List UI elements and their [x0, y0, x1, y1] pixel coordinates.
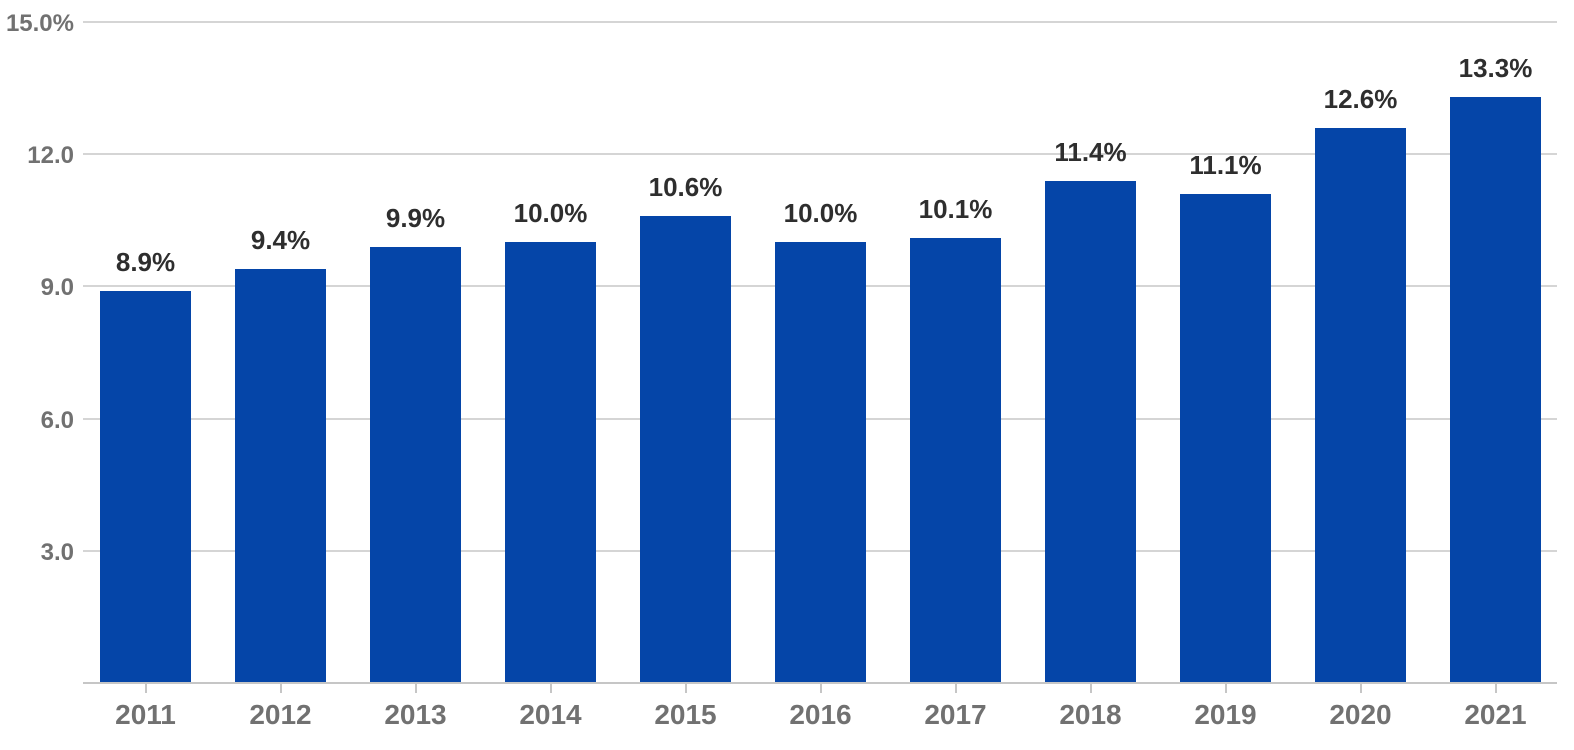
bar-value-label: 8.9%: [115, 247, 176, 277]
x-axis-tick: [1359, 684, 1362, 693]
x-axis-tick: [1089, 684, 1092, 693]
bar: [1450, 97, 1541, 683]
bar: [775, 242, 866, 683]
x-axis-tick: [414, 684, 417, 693]
bar: [910, 238, 1001, 683]
bar: [505, 242, 596, 683]
x-axis-label: 2020: [1329, 699, 1392, 730]
x-axis-tick: [144, 684, 147, 693]
x-axis-label: 2013: [384, 699, 447, 730]
bar: [1315, 128, 1406, 683]
bar: [640, 216, 731, 683]
x-axis-tick: [1224, 684, 1227, 693]
bar-value-label: 10.0%: [783, 198, 858, 228]
bar: [1180, 194, 1271, 683]
bar-value-label: 10.6%: [648, 172, 723, 202]
x-axis-label: 2011: [115, 699, 176, 730]
x-axis-label: 2018: [1059, 699, 1122, 730]
bar-value-label: 10.0%: [513, 198, 588, 228]
x-axis-tick: [549, 684, 552, 693]
x-axis-label: 2017: [924, 699, 987, 730]
bar: [235, 269, 326, 683]
bar-value-label: 9.9%: [385, 203, 446, 233]
x-axis-label: 2014: [519, 699, 582, 730]
x-axis-label: 2016: [789, 699, 852, 730]
x-axis-line: [83, 682, 1557, 684]
x-axis-tick: [684, 684, 687, 693]
bar: [1045, 181, 1136, 683]
gridline: [83, 21, 1557, 23]
x-axis-tick: [279, 684, 282, 693]
y-axis-label: 6.0: [40, 407, 74, 434]
y-axis-label: 12.0: [27, 142, 74, 169]
bar-value-label: 13.3%: [1458, 53, 1533, 83]
x-axis-tick: [1494, 684, 1497, 693]
x-axis-label: 2019: [1194, 699, 1257, 730]
x-axis-tick: [819, 684, 822, 693]
y-axis-label: 9.0: [40, 274, 74, 301]
y-axis-label: 15.0%: [5, 10, 74, 37]
bar-value-label: 11.1%: [1189, 150, 1262, 180]
x-axis-tick: [954, 684, 957, 693]
bar-value-label: 10.1%: [918, 194, 993, 224]
gridline: [83, 153, 1557, 155]
y-axis-label: 3.0: [40, 539, 74, 566]
bar-value-label: 11.4%: [1054, 137, 1127, 167]
x-axis-label: 2021: [1464, 699, 1527, 730]
x-axis-label: 2012: [249, 699, 312, 730]
bar: [100, 291, 191, 683]
bar-value-label: 12.6%: [1323, 84, 1398, 114]
bar: [370, 247, 461, 683]
x-axis-label: 2015: [654, 699, 717, 730]
bar-value-label: 9.4%: [250, 225, 311, 255]
